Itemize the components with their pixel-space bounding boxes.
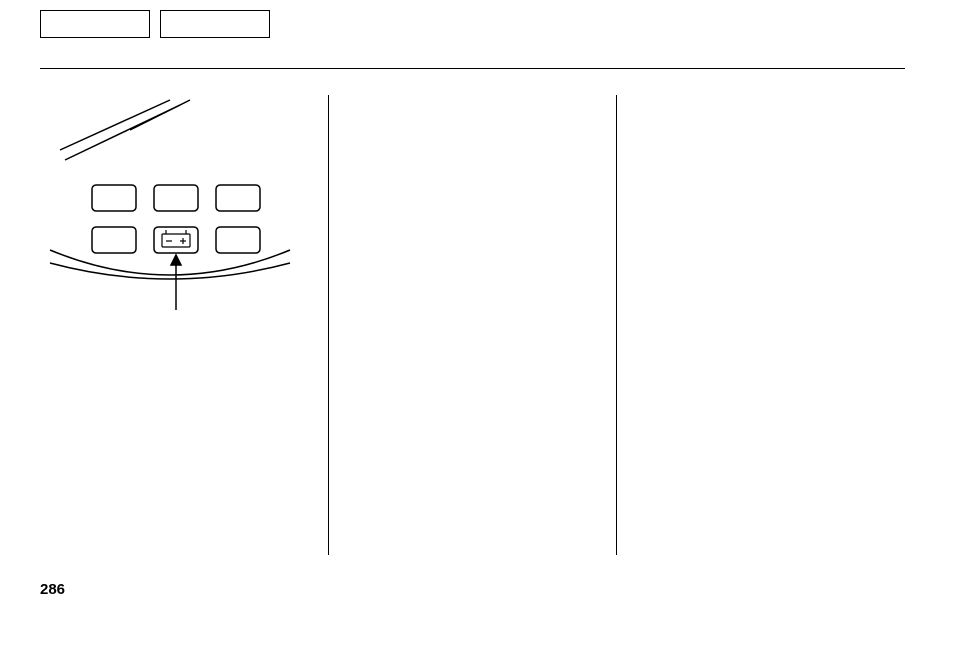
horizontal-rule xyxy=(40,68,905,69)
pointer-arrow-icon xyxy=(171,255,181,310)
header-box-1[interactable] xyxy=(40,10,150,38)
content-columns xyxy=(40,95,905,555)
header-button-group xyxy=(40,10,270,38)
page-number: 286 xyxy=(40,581,65,598)
header-box-2[interactable] xyxy=(160,10,270,38)
column-3 xyxy=(617,95,905,555)
hood-lines-icon xyxy=(60,100,190,160)
column-2 xyxy=(329,95,617,555)
indicator-grid-icon xyxy=(92,185,260,253)
column-1 xyxy=(40,95,328,555)
dashboard-illustration xyxy=(40,95,300,325)
battery-warning-icon xyxy=(162,230,190,247)
dashboard-curve-icon xyxy=(50,250,290,279)
